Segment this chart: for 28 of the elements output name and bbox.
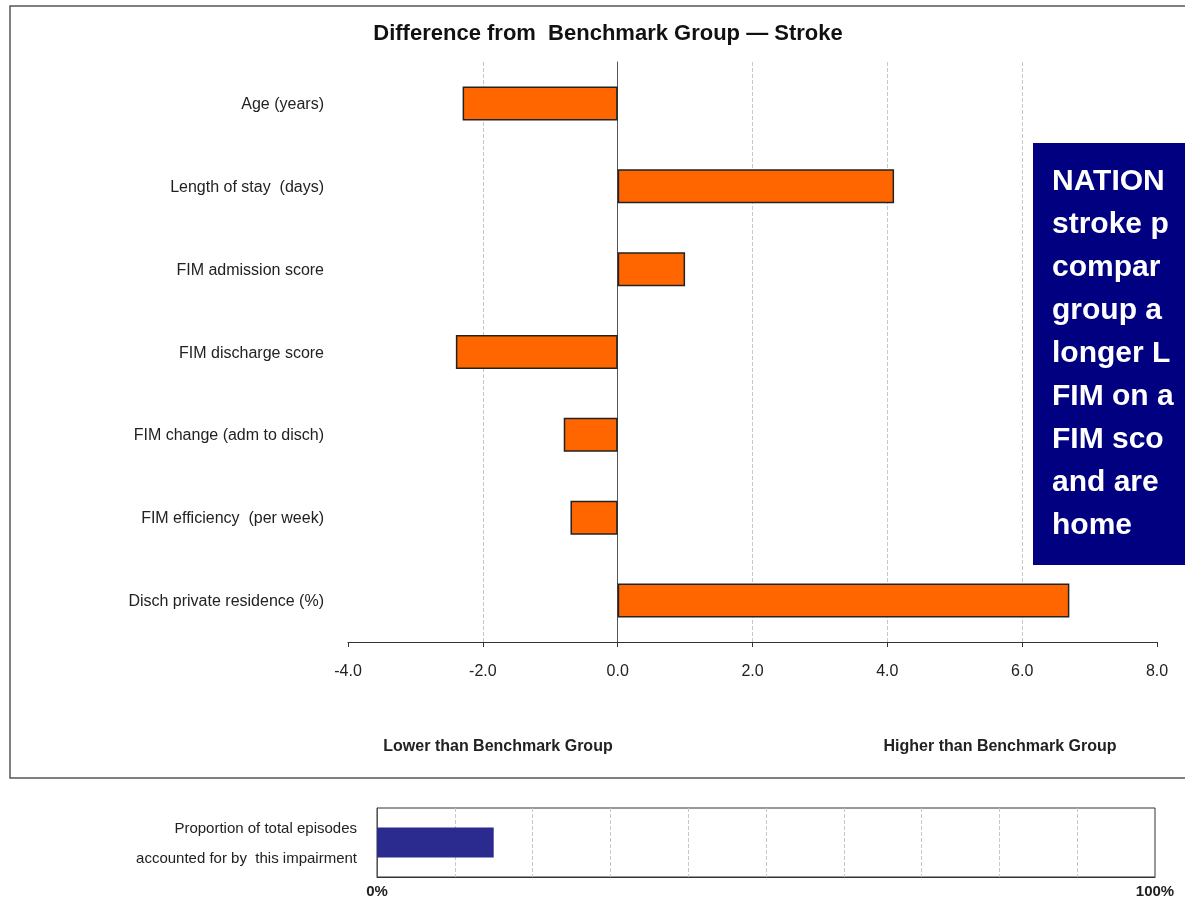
bar xyxy=(570,500,618,535)
y-tick-label: Age (years) xyxy=(241,94,324,112)
y-tick-label: FIM admission score xyxy=(176,260,325,278)
x-tick-label: 8.0 xyxy=(1145,661,1169,679)
x-tick-label: -2.0 xyxy=(469,661,497,679)
x-tick-label: 6.0 xyxy=(1011,661,1034,679)
y-tick-label: FIM discharge score xyxy=(179,343,325,361)
bar xyxy=(617,252,686,287)
y-tick-label: FIM change (adm to disch) xyxy=(133,426,324,444)
text: NATION stroke p compar group a longer L FIM on a FIM sco and are home xyxy=(1052,163,1174,540)
x-tick-label: 0.0 xyxy=(606,661,629,679)
y-tick-label: FIM efficiency (per week) xyxy=(141,509,324,527)
bar xyxy=(617,583,1070,618)
y-tick-label: Length of stay (days) xyxy=(170,177,324,195)
x-tick-label: 0% xyxy=(366,882,388,899)
y-tick-label: Disch private residence (%) xyxy=(128,592,324,610)
y-tick-label: Proportion of total episodes accounted for by this impairment xyxy=(136,819,358,866)
chart-title: Difference from Benchmark Group — Stroke xyxy=(373,19,843,45)
x-tick-label: -4.0 xyxy=(334,661,362,679)
bar xyxy=(563,417,618,452)
x-tick-label: 4.0 xyxy=(876,661,899,679)
x-tick-label: 100% xyxy=(1135,882,1175,899)
bar xyxy=(462,86,618,121)
x-tick-label: 2.0 xyxy=(741,661,764,679)
bar xyxy=(455,335,618,369)
text: Lower than Benchmark Group xyxy=(383,736,613,754)
bar xyxy=(617,169,895,204)
text: Higher than Benchmark Group xyxy=(883,736,1117,754)
